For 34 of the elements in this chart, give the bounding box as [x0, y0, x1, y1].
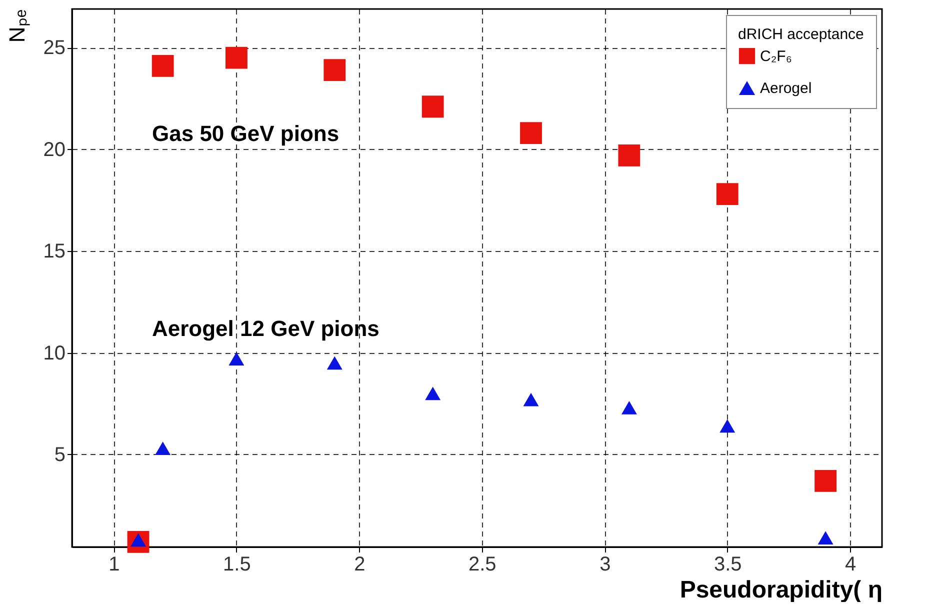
- x-tick-label: 2.5: [468, 554, 496, 576]
- point: [520, 122, 542, 144]
- legend-label: C₂F₆: [760, 48, 792, 65]
- y-tick-label: 20: [43, 138, 66, 161]
- point: [326, 356, 342, 370]
- point: [425, 386, 441, 400]
- point: [621, 400, 637, 414]
- legend-label: Aerogel: [760, 80, 812, 97]
- point: [228, 352, 244, 366]
- point: [324, 59, 346, 81]
- y-tick-label: 15: [43, 240, 66, 263]
- point: [226, 46, 248, 69]
- y-tick-label: 5: [54, 444, 66, 466]
- y-tick-label: 25: [43, 37, 66, 60]
- point: [523, 392, 539, 406]
- x-tick-label: 1.5: [223, 554, 251, 576]
- x-tick-label: 2: [354, 554, 366, 576]
- y-axis-title: Nₚₑ: [4, 10, 30, 43]
- x-tick-label: 3: [600, 554, 611, 576]
- point: [618, 144, 640, 166]
- point: [720, 419, 736, 433]
- x-tick-label: 4: [845, 554, 856, 576]
- annotation: Gas 50 GeV pions: [152, 121, 340, 146]
- point: [422, 96, 444, 118]
- legend-title: dRICH acceptance: [738, 26, 864, 43]
- x-tick-label: 1: [108, 554, 120, 576]
- point: [155, 442, 171, 456]
- point: [818, 531, 834, 545]
- point: [716, 183, 738, 206]
- annotation: Aerogel 12 GeV pions: [152, 316, 380, 341]
- point: [814, 470, 836, 492]
- x-tick-label: 3.5: [714, 554, 742, 576]
- point: [152, 55, 174, 77]
- y-tick-label: 10: [43, 342, 66, 364]
